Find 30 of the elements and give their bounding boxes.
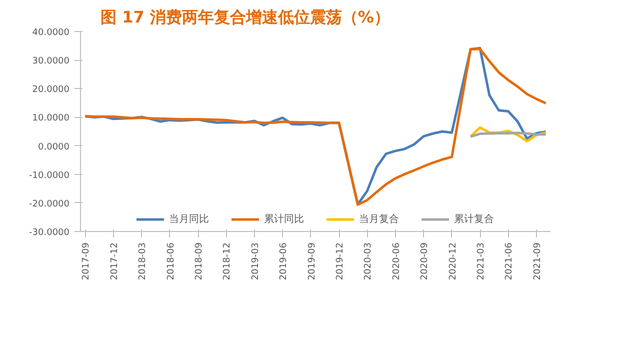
y-tick-label: 0.0000: [38, 142, 70, 152]
x-tick-label: 2019-12: [336, 242, 346, 280]
y-tick-label: 10.0000: [32, 114, 70, 124]
x-tick-label: 2021-06: [504, 242, 515, 280]
legend-label: 累计复合: [454, 212, 494, 226]
y-tick-label: 30.0000: [32, 56, 70, 67]
x-tick-label: 2018-06: [166, 242, 176, 280]
x-tick-label: 2021-09: [532, 242, 543, 280]
chart-title: 图 17 消费两年复合增速低位震荡（%）: [100, 8, 390, 26]
legend-label: 累计同比: [264, 212, 304, 226]
x-tick-label: 2019-03: [250, 242, 261, 280]
x-tick-label: 2019-06: [279, 242, 290, 280]
x-tick-label: 2019-09: [307, 242, 318, 280]
x-tick-label: 2020-06: [392, 242, 402, 280]
y-tick-label: 20.0000: [32, 85, 70, 96]
x-tick-label: 2018-12: [222, 242, 233, 280]
x-tick-label: 2017-09: [82, 242, 92, 280]
x-tick-label: 2020-09: [420, 242, 430, 280]
x-tick-label: 2020-03: [364, 242, 374, 280]
y-tick-label: 40.0000: [32, 28, 70, 38]
legend-label: 当月复合: [359, 212, 399, 226]
y-tick-label: -30.0000: [29, 228, 70, 238]
y-tick-label: -10.0000: [29, 170, 70, 181]
x-tick-label: 2017-12: [110, 242, 120, 280]
x-tick-label: 2021-03: [476, 242, 486, 280]
legend-label: 当月同比: [169, 212, 209, 226]
x-tick-label: 2020-12: [448, 242, 458, 280]
y-tick-label: -20.0000: [29, 199, 70, 210]
x-tick-label: 2018-03: [138, 242, 148, 280]
x-tick-label: 2018-09: [194, 242, 204, 280]
